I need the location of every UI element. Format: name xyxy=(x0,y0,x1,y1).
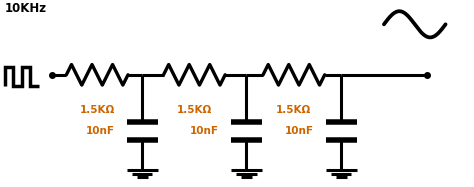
Text: 10nF: 10nF xyxy=(86,126,115,136)
Text: 10KHz: 10KHz xyxy=(5,2,47,15)
Text: 1.5KΩ: 1.5KΩ xyxy=(80,105,115,115)
Text: 10nF: 10nF xyxy=(190,126,219,136)
Text: 10nF: 10nF xyxy=(285,126,314,136)
Text: 1.5KΩ: 1.5KΩ xyxy=(177,105,212,115)
Text: 1.5KΩ: 1.5KΩ xyxy=(276,105,311,115)
